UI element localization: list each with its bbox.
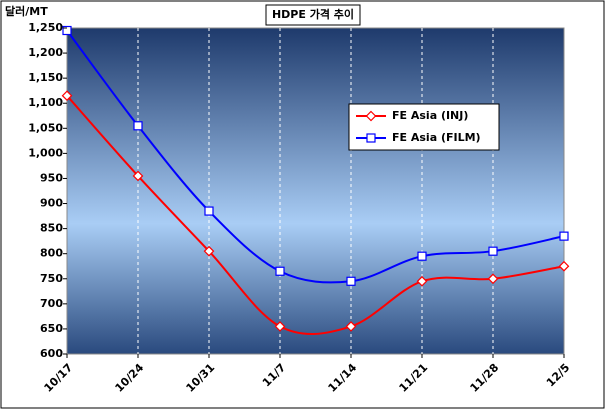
marker [62,25,72,36]
y-tick-label: 700 [40,297,63,310]
y-tick-label: 1,100 [28,96,63,109]
marker [61,90,73,102]
y-tick-label: 1,250 [28,21,63,34]
y-axis-label: 달러/MT [5,4,48,18]
marker [559,231,569,241]
legend-label: FE Asia (INJ) [392,109,468,122]
marker [274,321,286,332]
plot-area [66,27,565,355]
marker [365,110,377,122]
marker [558,260,570,272]
chart-title: HDPE 가격 추이 [272,7,354,21]
y-tick-label: 600 [40,347,63,360]
marker [487,273,499,285]
y-tick-label: 1,000 [28,146,63,159]
marker [416,275,428,287]
y-tick-label: 1,150 [28,71,63,84]
y-tick-label: 1,200 [28,46,63,59]
marker [488,246,498,256]
marker [345,321,357,332]
title-box [265,4,361,26]
marker [417,251,427,261]
legend-items: FE Asia (INJ) FE Asia (FILM) [356,109,481,144]
y-tick-label: 750 [40,272,63,285]
y-tick-label: 850 [40,222,63,235]
marker [366,133,376,143]
marker [133,121,143,131]
marker [132,170,144,182]
y-tick-label: 950 [40,171,63,184]
marker [275,266,285,276]
y-tick-label: 800 [40,247,63,260]
y-tick-label: 650 [40,322,63,335]
marker [204,206,214,216]
legend-label: FE Asia (FILM) [392,131,481,144]
y-tick-label: 900 [40,197,63,210]
y-tick-label: 1,050 [28,121,63,134]
marker [346,276,356,286]
marker [203,245,215,257]
plot [61,25,570,354]
